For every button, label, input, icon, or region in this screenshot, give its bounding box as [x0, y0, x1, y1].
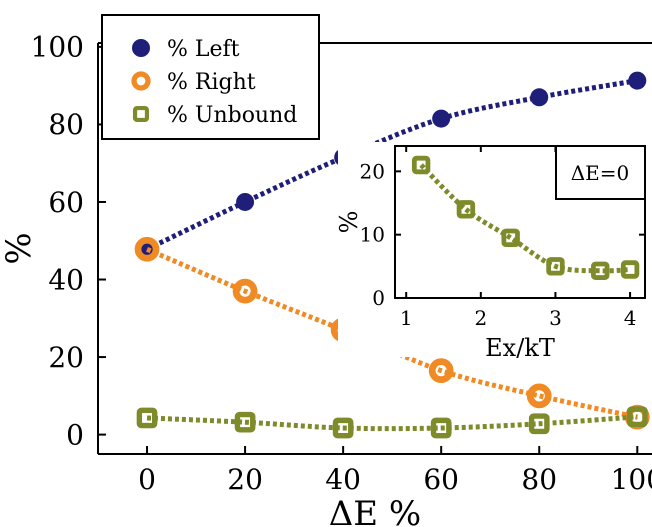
x-tick-label: 2: [474, 306, 487, 330]
y-tick-label: 10: [360, 223, 385, 247]
y-tick-label: 60: [48, 186, 84, 219]
legend-marker: [131, 71, 151, 91]
data-point: [232, 278, 258, 304]
legend-marker: [132, 39, 150, 57]
y-axis-title: %: [335, 211, 363, 234]
data-point: [546, 257, 565, 276]
series-line: [146, 414, 638, 432]
data-point: [136, 407, 158, 429]
x-tick-label: 4: [624, 306, 637, 330]
data-point: [411, 155, 431, 175]
legend-item-left: % Left: [132, 37, 240, 62]
x-tick-label: 0: [138, 463, 156, 496]
data-point: [332, 417, 354, 439]
data-point: [628, 71, 647, 90]
y-tick-label: 0: [372, 286, 385, 310]
x-tick-label: 1: [400, 306, 413, 330]
series-line: [145, 78, 638, 252]
y-tick-label: 0: [66, 418, 84, 451]
x-tick-label: 3: [549, 306, 562, 330]
y-tick-label: 20: [48, 341, 84, 374]
annotation-label: ΔE=0: [571, 161, 630, 185]
data-point: [456, 200, 476, 219]
data-point: [591, 261, 610, 280]
series-unbound: [136, 406, 648, 439]
legend: % Left % Right % Unbound: [101, 14, 320, 140]
legend-label: % Unbound: [167, 103, 297, 128]
main-chart: 020406080100020406080100ΔE %%: [0, 31, 652, 527]
data-point: [528, 413, 550, 435]
data-point: [530, 88, 549, 107]
y-tick-label: 100: [31, 31, 84, 64]
y-tick-label: 80: [48, 108, 84, 141]
annotation-box: [555, 145, 646, 200]
legend-marker: [132, 105, 150, 123]
y-tick-label: 20: [360, 159, 385, 183]
x-axis-title: ΔE %: [329, 494, 422, 527]
legend-item-right: % Right: [131, 70, 256, 95]
legend-label: % Right: [167, 70, 256, 95]
data-point: [234, 411, 256, 433]
x-tick-label: 60: [423, 463, 459, 496]
legend-label: % Left: [167, 37, 240, 62]
data-point: [428, 358, 454, 384]
data-point: [432, 109, 451, 128]
legend-item-unbound: % Unbound: [132, 103, 297, 128]
series-line: [419, 163, 631, 274]
data-point: [134, 236, 160, 262]
data-point: [526, 383, 552, 409]
x-tick-label: 100: [611, 463, 652, 496]
x-tick-label: 80: [521, 463, 557, 496]
data-point: [620, 260, 640, 279]
x-axis-title: Ex/kT: [485, 334, 555, 362]
data-point: [430, 417, 452, 439]
data-point: [236, 192, 255, 211]
series-series: [411, 155, 640, 280]
y-axis-title: %: [0, 232, 39, 264]
data-point: [626, 406, 648, 428]
data-point: [501, 228, 520, 248]
inset-chart: 1 2 3 4 0 10 20 Ex/kT% ΔE=0: [335, 142, 648, 362]
x-tick-label: 40: [325, 463, 361, 496]
x-tick-label: 20: [227, 463, 263, 496]
y-tick-label: 40: [48, 263, 84, 296]
